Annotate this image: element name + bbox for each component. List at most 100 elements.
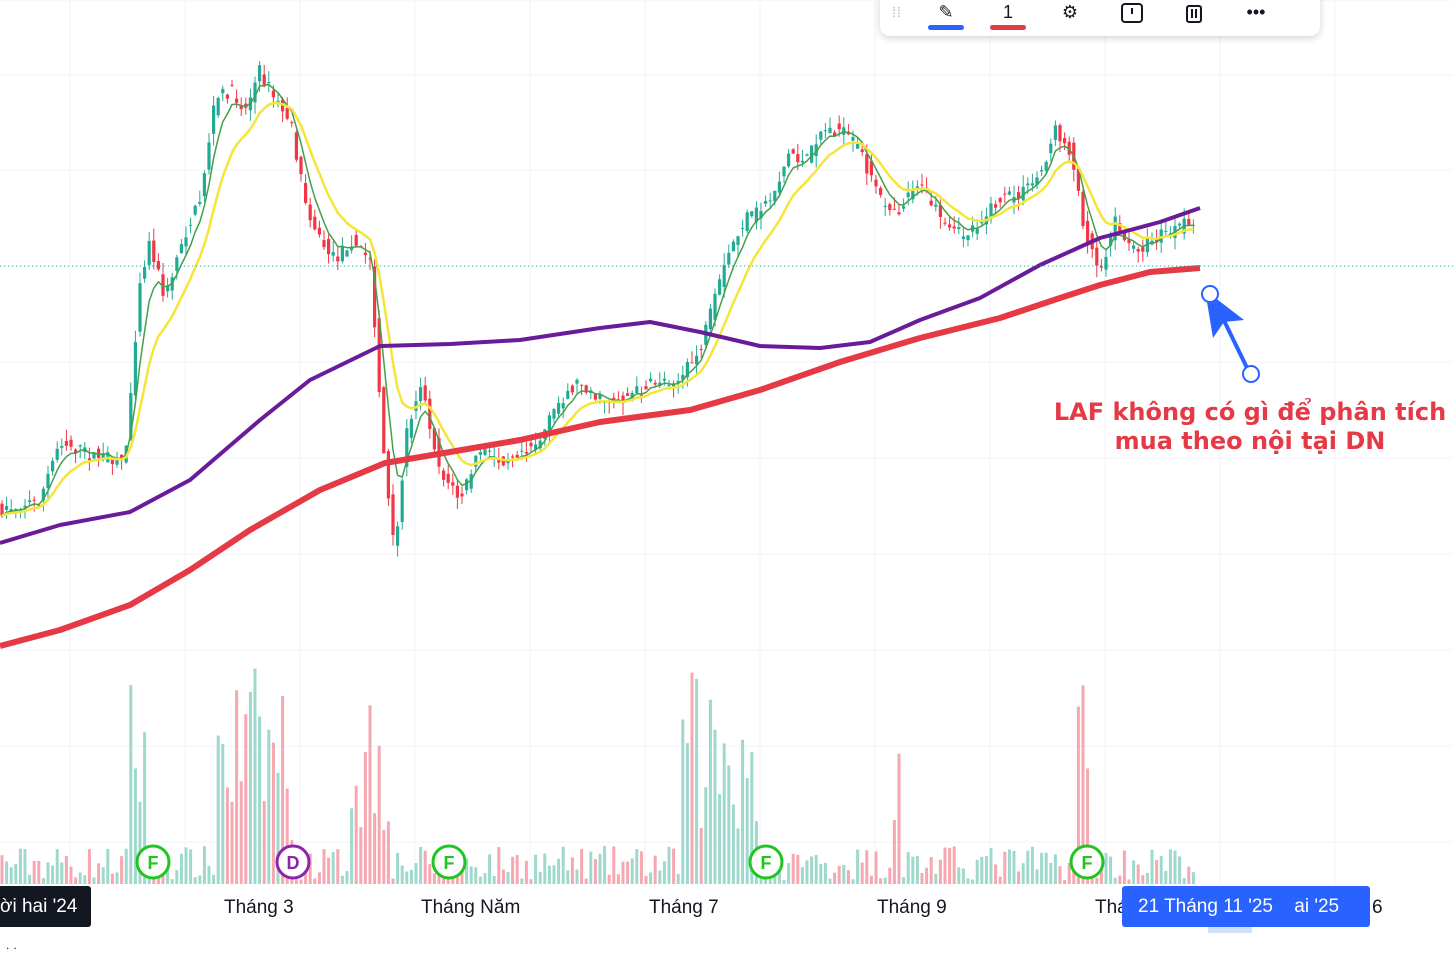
volume-bar [308, 853, 312, 884]
candle-body [483, 449, 487, 455]
volume-bar [97, 863, 101, 884]
candlesticks [0, 61, 1195, 557]
volume-bar [662, 861, 666, 884]
volume-bar [584, 878, 588, 884]
volume-bar [106, 848, 110, 884]
volume-bar [78, 872, 82, 884]
candle-body [961, 236, 965, 240]
volume-bar [722, 743, 726, 884]
candle-body [14, 508, 18, 511]
candle-body [267, 82, 271, 84]
drag-handle-icon[interactable]: ⁞⁞ [892, 4, 902, 20]
candle-body [152, 240, 156, 262]
candle-body [874, 179, 878, 187]
arrow-head-icon [1205, 290, 1244, 338]
candle-body [796, 154, 800, 163]
volume-bar [1155, 860, 1159, 884]
candle-body [658, 382, 662, 386]
candle-body [1095, 247, 1099, 266]
volume-bar [262, 801, 266, 884]
volume-bar [1012, 851, 1016, 884]
volume-bar [971, 879, 975, 884]
candle-body [133, 342, 137, 396]
volume-bar [1063, 879, 1067, 884]
volume-bar [166, 860, 170, 884]
volume-bar [193, 877, 197, 884]
volume-bar [879, 878, 883, 884]
volume-bar [478, 876, 482, 884]
candle-body [478, 452, 482, 455]
candle-body [92, 452, 96, 459]
volume-bar [869, 875, 873, 884]
candle-body [1021, 186, 1025, 201]
crosshair-date-tail: ai '25 [1294, 896, 1340, 917]
volume-bar [1141, 875, 1145, 884]
candle-body [294, 132, 298, 160]
volume-bar [1021, 863, 1025, 884]
volume-bar [1168, 849, 1172, 884]
candle-body [520, 450, 524, 452]
volume-bar [658, 870, 662, 884]
candle-body [989, 203, 993, 219]
volume-bar [695, 678, 699, 884]
x-axis-label-start: ời hai '24 [0, 886, 92, 927]
arrow-drawing[interactable] [1201, 285, 1260, 383]
volume-bar [787, 863, 791, 884]
volume-bar [547, 865, 551, 884]
candle-body [902, 206, 906, 209]
candle-body [235, 98, 239, 103]
line-color-button[interactable]: ✎ [926, 0, 966, 32]
candle-body [60, 445, 64, 448]
dividend-marker[interactable]: D [275, 844, 311, 880]
candle-body [101, 453, 105, 459]
earnings-marker[interactable]: F [431, 844, 467, 880]
volume-bar [883, 877, 887, 884]
candle-body [736, 236, 740, 245]
arrow-start-handle [1242, 365, 1260, 383]
volume-bar [92, 877, 96, 884]
candle-body [1086, 220, 1090, 243]
volume-bar [791, 853, 795, 884]
volume-bar [612, 846, 616, 884]
candle-body [552, 409, 556, 419]
volume-bar [524, 860, 528, 884]
alert-icon[interactable] [1112, 0, 1152, 32]
earnings-marker[interactable]: F [748, 844, 784, 880]
candle-body [998, 197, 1002, 203]
volume-bar [1150, 849, 1154, 884]
candle-body [304, 183, 308, 203]
volume-bar [566, 870, 570, 884]
candle-body [1044, 161, 1048, 171]
volume-bar [248, 691, 252, 884]
moving-averages [0, 83, 1201, 649]
candle-body [313, 216, 317, 230]
candle-body [800, 160, 804, 163]
volume-bar [18, 848, 22, 884]
volume-bar [557, 858, 561, 884]
volume-bar [934, 873, 938, 884]
earnings-marker[interactable]: F [1069, 844, 1105, 880]
x-axis-label-july: Tháng 7 [649, 897, 719, 918]
trash-icon[interactable] [1174, 0, 1214, 32]
candle-body [653, 382, 657, 385]
candle-body [64, 440, 68, 446]
candle-body [837, 123, 841, 130]
candle-body [184, 237, 188, 247]
more-icon[interactable]: ••• [1246, 1, 1266, 22]
candle-body [773, 190, 777, 202]
candle-body [690, 362, 694, 364]
candle-body [938, 204, 942, 217]
line-width-button[interactable]: 1 [988, 0, 1028, 32]
candle-body [97, 448, 101, 458]
gear-icon[interactable]: ⚙ [1061, 1, 1079, 22]
candle-body [1035, 177, 1039, 185]
candle-body [327, 239, 331, 255]
chart-annotation[interactable]: LAF không có gì để phân tích mua theo nộ… [1050, 398, 1450, 456]
candle-body [791, 149, 795, 154]
earnings-marker[interactable]: F [135, 844, 171, 880]
volume-bar [1007, 849, 1011, 884]
volume-bar [833, 872, 837, 884]
volume-bar [649, 872, 653, 884]
candle-body [5, 505, 9, 510]
